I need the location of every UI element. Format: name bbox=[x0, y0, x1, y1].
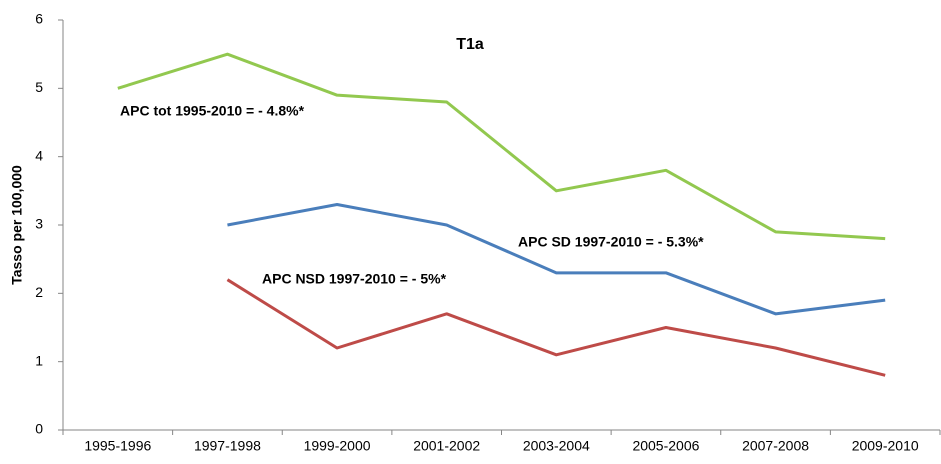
chart-title: T1a bbox=[456, 36, 484, 53]
x-tick-label: 2001-2002 bbox=[413, 438, 480, 454]
x-tick-label: 2003-2004 bbox=[523, 438, 590, 454]
y-tick-label: 1 bbox=[35, 352, 43, 368]
y-tick-label: 5 bbox=[35, 79, 43, 95]
y-tick-label: 2 bbox=[35, 284, 43, 300]
line-series bbox=[117, 52, 886, 241]
annotation: APC NSD 1997-2010 = - 5%* bbox=[262, 271, 447, 287]
y-axis-label: Tasso per 100,000 bbox=[9, 165, 25, 285]
x-tick-label: 1995-1996 bbox=[84, 438, 151, 454]
x-tick-label: 1997-1998 bbox=[194, 438, 261, 454]
x-tick-label: 1999-2000 bbox=[304, 438, 371, 454]
x-tick-label: 2005-2006 bbox=[632, 438, 699, 454]
line-series bbox=[227, 203, 886, 316]
annotation: APC SD 1997-2010 = - 5.3%* bbox=[518, 234, 704, 250]
y-tick-label: 0 bbox=[35, 421, 43, 437]
x-tick-label: 2009-2010 bbox=[852, 438, 919, 454]
y-tick-label: 6 bbox=[35, 11, 43, 27]
x-tick-label: 2007-2008 bbox=[742, 438, 809, 454]
y-tick-label: 3 bbox=[35, 216, 43, 232]
annotation: APC tot 1995-2010 = - 4.8%* bbox=[120, 103, 305, 119]
line-series bbox=[226, 278, 886, 377]
y-tick-label: 4 bbox=[35, 147, 43, 163]
